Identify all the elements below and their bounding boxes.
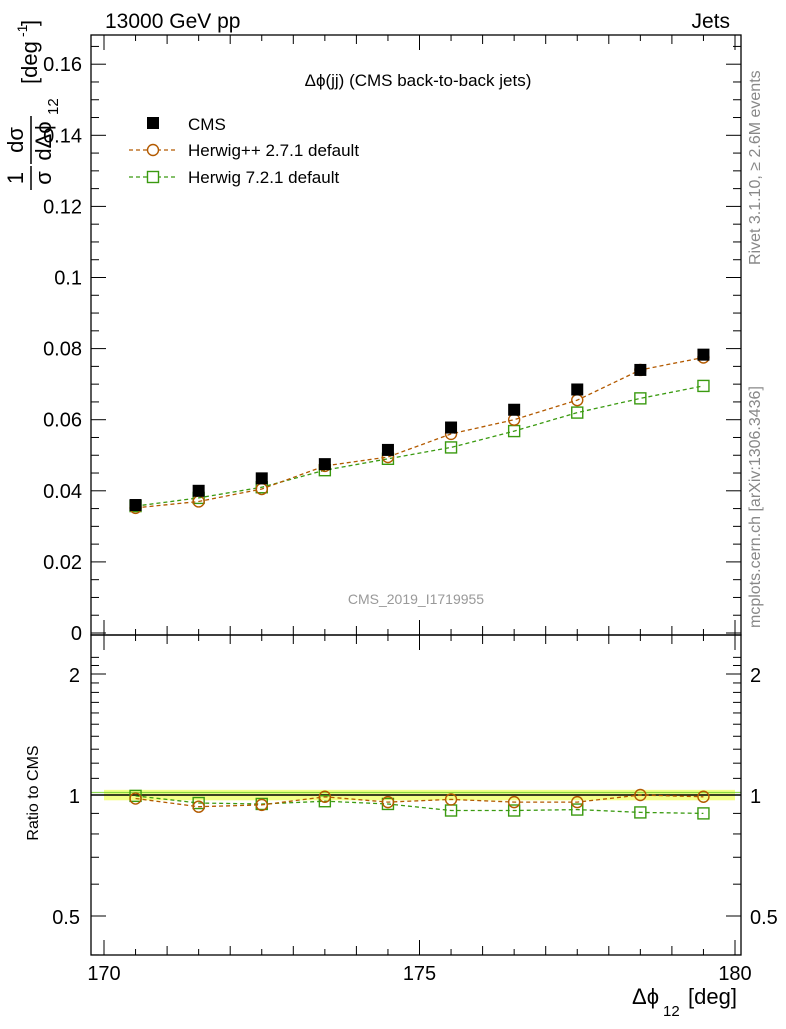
main-cms-point [381,443,394,456]
main-series-layer [129,348,710,515]
ratio-herwigpp-point [381,795,395,809]
ratio-herwig7-point [507,804,521,817]
main-cms-point [445,421,458,434]
ratio-yticks: 0.5 0.5 1 1 2 2 [52,656,778,956]
ratio-ytick-label-right: 2 [750,665,761,687]
main-cms-point [192,484,205,497]
main-herwig7-point [444,441,458,454]
main-herwig7-point [571,406,584,419]
header-left: 13000 GeV pp [105,10,240,33]
main-cms-point [508,403,521,416]
xlabel-main: Δϕ [632,984,659,1009]
ratio-xlabel: Δϕ 12 [deg] [632,984,737,1020]
ratio-herwig7-point [697,807,710,820]
ylabel-unit: [deg [17,41,42,84]
ratio-xtick-label: 175 [403,963,436,985]
ratio-ytick-label-left: 2 [69,665,80,687]
main-ytick-label: 0.16 [43,54,82,76]
ratio-panel: 170 175 180 0.5 0.51 12 2 Ratio to CMS Δϕ 12 … [25,634,778,1020]
ratio-herwigpp-point [634,788,647,802]
main-ytick-label: 0.1 [54,268,82,290]
main-herwigpp-line [135,356,704,509]
xlabel-sub: 12 [663,1003,680,1020]
ratio-herwig7-point [571,803,584,816]
main-ytick-label: 0.14 [43,125,82,147]
main-herwig7-line [135,385,704,507]
main-cms-point [318,458,331,471]
legend-marker-herwig7 [146,170,160,184]
ratio-ytick-label-left: 0.5 [52,907,80,929]
legend-label-herwigpp: Herwig++ 2.7.1 default [188,141,359,160]
ylabel-d-num: dσ [3,127,28,153]
ratio-xticks: 170 175 180 [87,635,752,985]
main-cms-point [129,499,142,512]
ratio-ytick-label-right: 0.5 [750,907,778,929]
legend-label-cms: CMS [188,115,226,134]
ylabel-frac-den: σ [31,171,56,185]
side-text-bottom: mcplots.cern.ch [arXiv:1306.3436] [747,386,764,628]
header-right: Jets [691,10,730,33]
ylabel-d-den: dΔϕ [31,121,56,160]
ratio-ytick-label-right: 1 [750,786,761,808]
main-herwigpp-point [507,413,521,426]
main-herwig7-point [697,379,710,393]
xlabel-unit: [deg] [688,984,737,1009]
ratio-herwigpp-point [255,798,268,812]
legend-label-herwig7: Herwig 7.2.1 default [188,168,339,187]
ratio-herwigpp-point [444,793,458,806]
main-panel: 0 0.02 0.04 0.06 0.08 0.1 0.12 0.14 0.16 Δϕ(jj) … [3,20,742,645]
ylabel-sub: 12 [45,98,62,115]
main-cms-point [571,383,584,396]
main-ytick-label: 0.06 [43,410,82,432]
ratio-band-layer [91,789,741,801]
main-herwig7-point [634,392,647,405]
ratio-series-layer [129,788,710,820]
ylabel-frac-num: 1 [3,172,28,184]
ratio-herwigpp-point [318,790,332,803]
main-ytick-label: 0.12 [43,196,82,218]
main-cms-point [697,348,710,361]
ratio-herwig7-point [318,795,332,808]
chart-title: Δϕ(jj) (CMS back-to-back jets) [305,71,532,90]
main-ytick-label: 0.02 [43,552,82,574]
side-text-top: Rivet 3.1.10, ≥ 2.6M events [747,70,764,265]
ratio-xtick-label: 170 [87,963,120,985]
ratio-herwig7-point [192,796,205,810]
ylabel-unit-sup: -1 [14,24,30,37]
main-ytick-label: 0.08 [43,339,82,361]
ratio-herwigpp-point [571,795,584,809]
main-ylabel: 1 σ dσ dΔϕ 12 [deg -1 ] [3,20,62,190]
main-ytick-label: 0.04 [43,481,82,503]
main-cms-point [255,472,268,485]
ratio-xtick-label: 180 [718,963,751,985]
ylabel-unit-close: ] [17,20,42,26]
ratio-herwigpp-point [192,800,205,813]
legend-marker-cms [147,117,159,129]
legend-marker-herwigpp [146,143,160,157]
legend: CMS Herwig++ 2.7.1 default Herwig 7.2.1 … [129,115,359,187]
ratio-herwigpp-point [507,795,521,809]
ratio-herwigpp-point [697,790,710,803]
main-cms-point [634,363,647,376]
main-ytick-label: 0 [71,623,82,645]
main-xticks [103,35,736,635]
ratio-ytick-label-left: 1 [69,786,80,808]
ratio-herwigpp-point [129,792,142,805]
ratio-herwig7-point [634,806,647,819]
main-yticks: 0 0.02 0.04 0.06 0.08 0.1 0.12 0.14 0.16 [43,45,741,645]
watermark: CMS_2019_I1719955 [348,591,484,607]
ratio-ylabel: Ratio to CMS [25,745,42,840]
